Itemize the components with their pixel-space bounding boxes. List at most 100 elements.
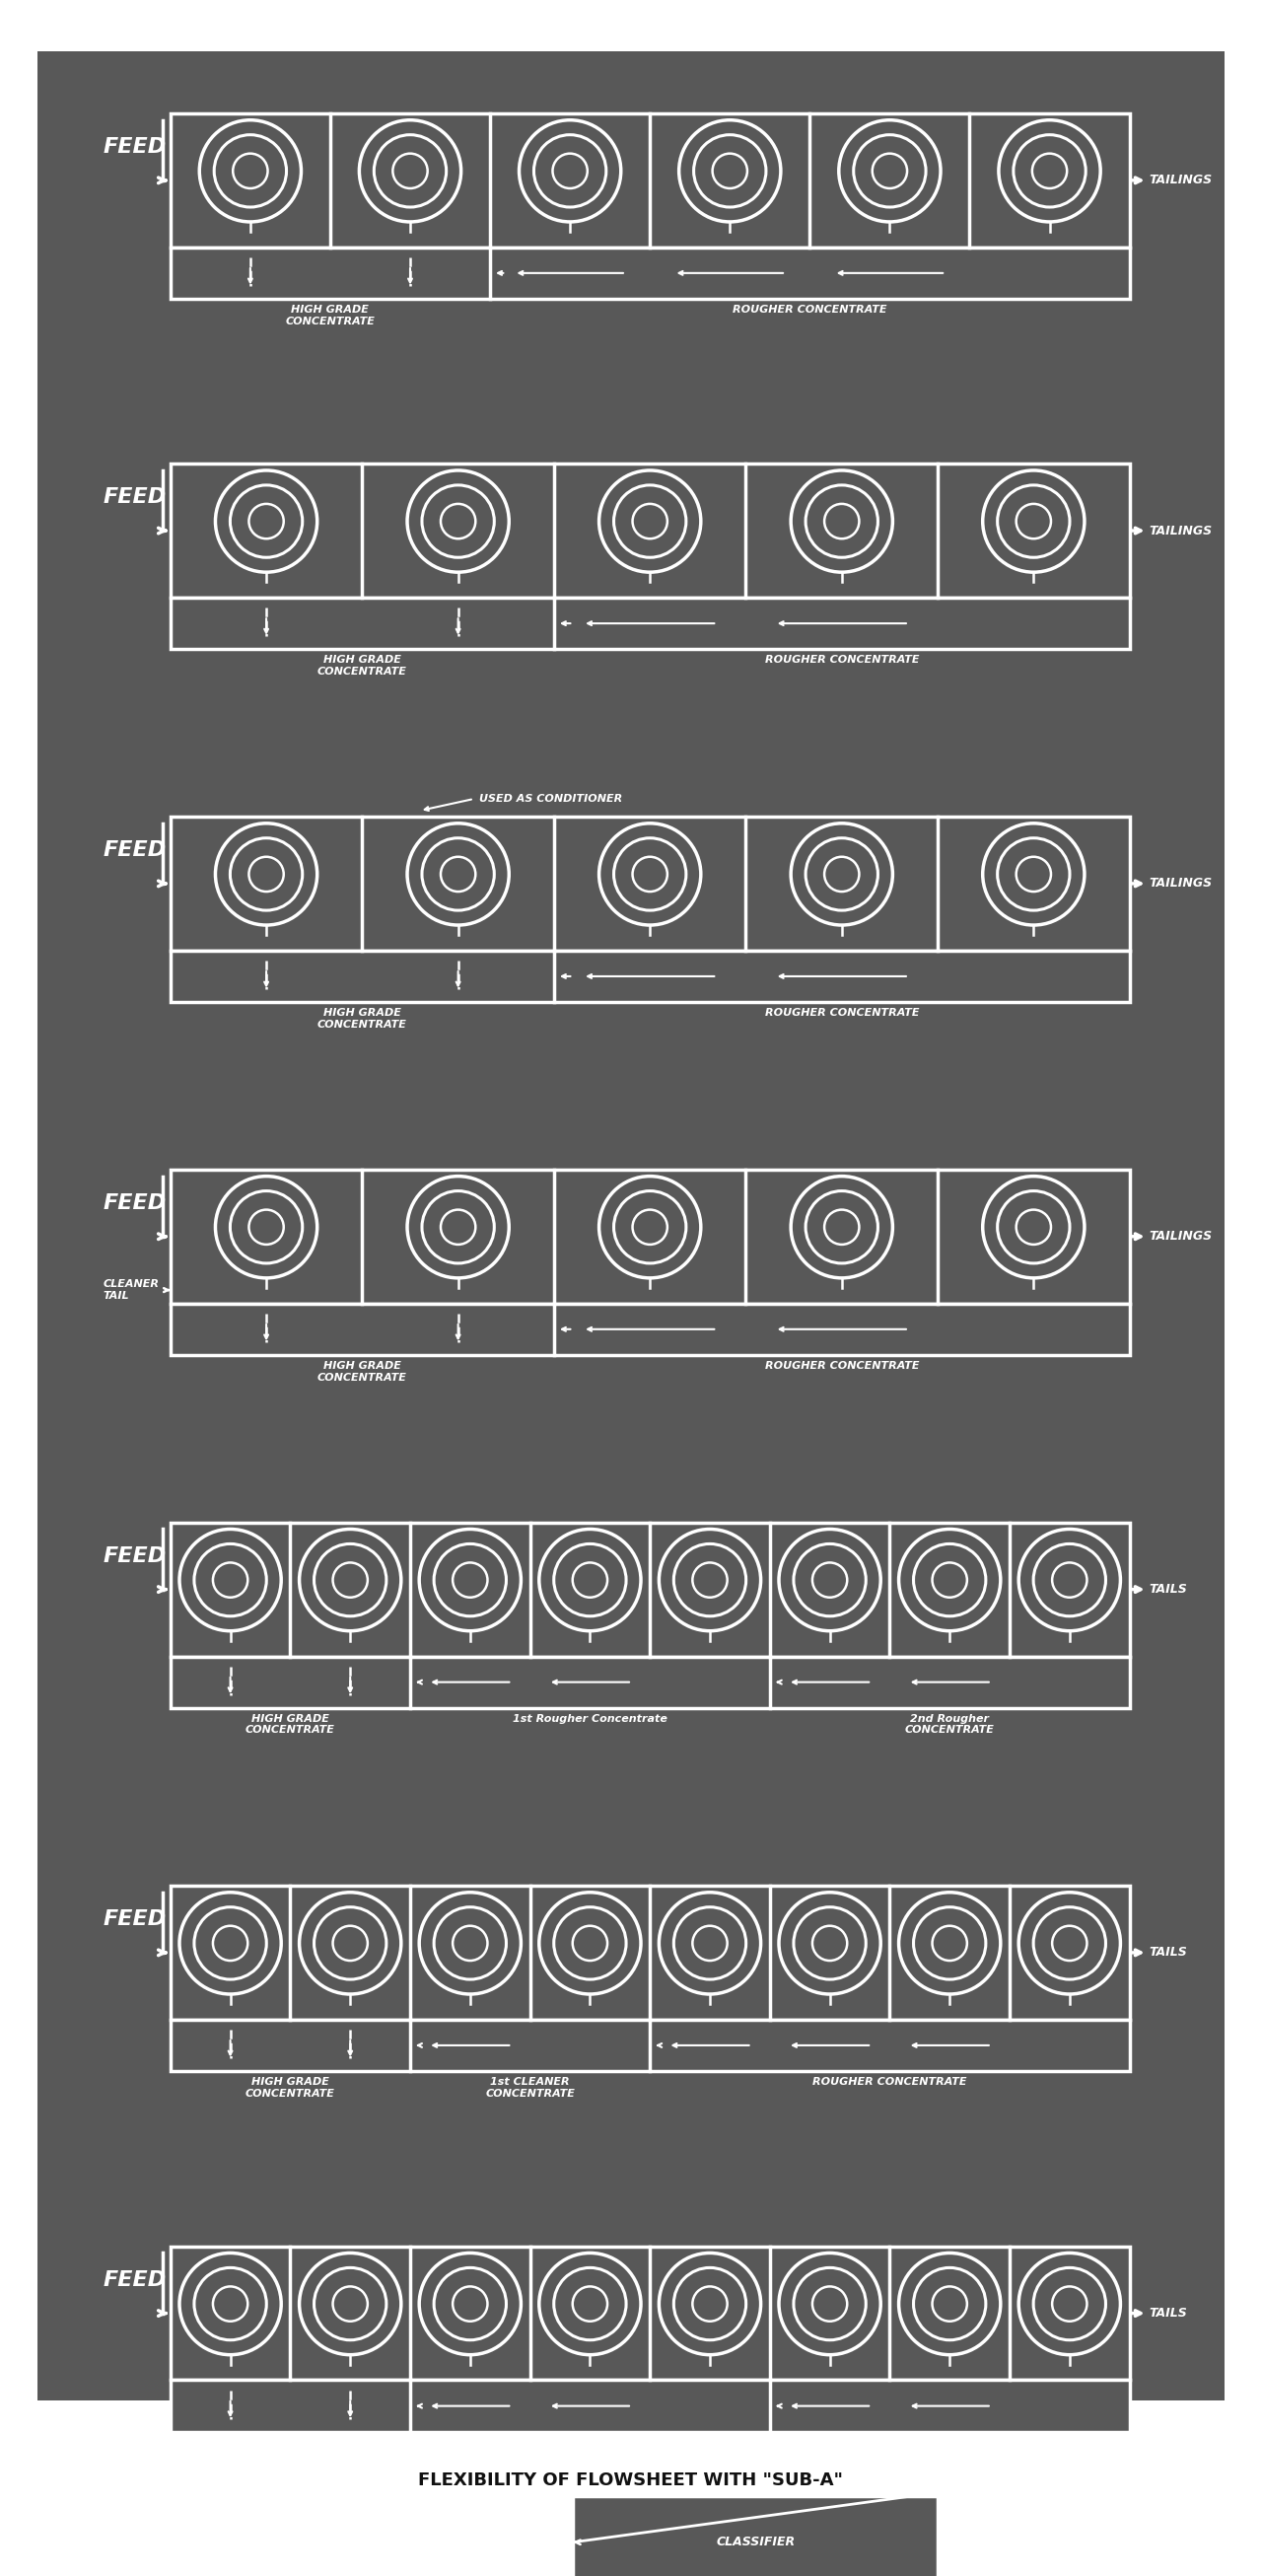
Text: FEED: FEED	[103, 2269, 167, 2290]
Text: TAILINGS: TAILINGS	[1150, 1231, 1213, 1242]
Circle shape	[613, 1190, 687, 1262]
Circle shape	[805, 1190, 878, 1262]
Circle shape	[779, 1893, 881, 1994]
Circle shape	[1034, 1543, 1106, 1615]
Circle shape	[216, 824, 317, 925]
Circle shape	[408, 1177, 509, 1278]
Circle shape	[693, 1927, 727, 1960]
Circle shape	[824, 505, 859, 538]
Circle shape	[573, 2287, 607, 2321]
Circle shape	[839, 121, 940, 222]
Circle shape	[983, 471, 1084, 572]
Text: ROUGHER CONCENTRATE: ROUGHER CONCENTRATE	[765, 1007, 919, 1018]
Circle shape	[632, 1211, 668, 1244]
Bar	[170, 464, 1129, 598]
Circle shape	[632, 505, 668, 538]
Circle shape	[933, 1564, 967, 1597]
Circle shape	[573, 1564, 607, 1597]
Circle shape	[440, 1211, 476, 1244]
Circle shape	[983, 1177, 1084, 1278]
Text: ROUGHER CONC.: ROUGHER CONC.	[539, 2437, 641, 2447]
Text: HIGH GRADE
CONCENTRATE: HIGH GRADE CONCENTRATE	[246, 1713, 334, 1736]
Circle shape	[230, 1190, 303, 1262]
Circle shape	[249, 505, 284, 538]
Text: HIGH GRADE
CONCENTRATE: HIGH GRADE CONCENTRATE	[285, 304, 375, 327]
Circle shape	[693, 1564, 727, 1597]
Circle shape	[791, 471, 892, 572]
Circle shape	[659, 1530, 761, 1631]
Text: FEED: FEED	[103, 487, 167, 507]
Bar	[170, 1656, 1129, 1708]
Circle shape	[1032, 155, 1066, 188]
Circle shape	[983, 824, 1084, 925]
Circle shape	[1016, 1211, 1051, 1244]
Text: FLEXIBILITY OF FLOWSHEET WITH "SUB-A": FLEXIBILITY OF FLOWSHEET WITH "SUB-A"	[419, 2473, 843, 2488]
Circle shape	[230, 484, 303, 556]
Circle shape	[779, 2254, 881, 2354]
Circle shape	[791, 824, 892, 925]
Circle shape	[539, 1893, 641, 1994]
Circle shape	[674, 2267, 746, 2339]
Bar	[170, 2246, 1129, 2380]
Circle shape	[1053, 1927, 1087, 1960]
Circle shape	[216, 1177, 317, 1278]
Text: FEED: FEED	[103, 137, 167, 157]
Circle shape	[249, 1211, 284, 1244]
Circle shape	[1053, 1564, 1087, 1597]
Circle shape	[216, 471, 317, 572]
Text: ROUGHER CONCENTRATE: ROUGHER CONCENTRATE	[813, 2076, 967, 2087]
Circle shape	[453, 2287, 487, 2321]
Circle shape	[554, 1906, 626, 1978]
Text: HIGH GRADE
CONCENTRATE: HIGH GRADE CONCENTRATE	[246, 2076, 334, 2099]
Circle shape	[419, 2254, 521, 2354]
Text: ROUGHER CONCENTRATE: ROUGHER CONCENTRATE	[765, 654, 919, 665]
Circle shape	[872, 155, 907, 188]
Circle shape	[179, 1530, 281, 1631]
Circle shape	[573, 1927, 607, 1960]
Circle shape	[213, 2287, 247, 2321]
Text: 2nd Rougher
CONCENTRATE: 2nd Rougher CONCENTRATE	[905, 1713, 994, 1736]
Circle shape	[659, 1893, 761, 1994]
Circle shape	[899, 2254, 1001, 2354]
Circle shape	[422, 837, 495, 909]
Bar	[170, 598, 1129, 649]
Circle shape	[314, 2267, 386, 2339]
Circle shape	[179, 2254, 281, 2354]
Circle shape	[679, 121, 781, 222]
Text: HIGH GRADE
CONCENTRATE: HIGH GRADE CONCENTRATE	[246, 2437, 334, 2460]
Circle shape	[813, 2287, 847, 2321]
Text: 1st Rougher Concentrate: 1st Rougher Concentrate	[512, 1713, 668, 1723]
Circle shape	[899, 1530, 1001, 1631]
Text: TAILINGS: TAILINGS	[1150, 175, 1213, 185]
Circle shape	[791, 1177, 892, 1278]
Bar	[170, 1303, 1129, 1355]
Circle shape	[233, 155, 268, 188]
Circle shape	[554, 1543, 626, 1615]
Circle shape	[794, 1906, 866, 1978]
Text: MIDDLINGS: MIDDLINGS	[915, 2437, 984, 2447]
Circle shape	[794, 1543, 866, 1615]
Circle shape	[434, 1543, 506, 1615]
Circle shape	[713, 155, 747, 188]
Circle shape	[674, 1543, 746, 1615]
Circle shape	[599, 824, 700, 925]
Circle shape	[333, 2287, 367, 2321]
Circle shape	[333, 1564, 367, 1597]
Circle shape	[599, 1177, 700, 1278]
Circle shape	[1034, 2267, 1106, 2339]
Circle shape	[539, 2254, 641, 2354]
Circle shape	[824, 858, 859, 891]
Bar	[170, 2020, 1129, 2071]
Circle shape	[440, 505, 476, 538]
Circle shape	[933, 2287, 967, 2321]
Circle shape	[805, 484, 878, 556]
Text: ROUGHER CONCENTRATE: ROUGHER CONCENTRATE	[733, 304, 887, 314]
Circle shape	[453, 1927, 487, 1960]
Circle shape	[299, 1893, 401, 1994]
Circle shape	[453, 1564, 487, 1597]
Text: FEED: FEED	[103, 1546, 167, 1566]
Circle shape	[419, 1530, 521, 1631]
Circle shape	[997, 837, 1070, 909]
Circle shape	[824, 1211, 859, 1244]
Circle shape	[230, 837, 303, 909]
